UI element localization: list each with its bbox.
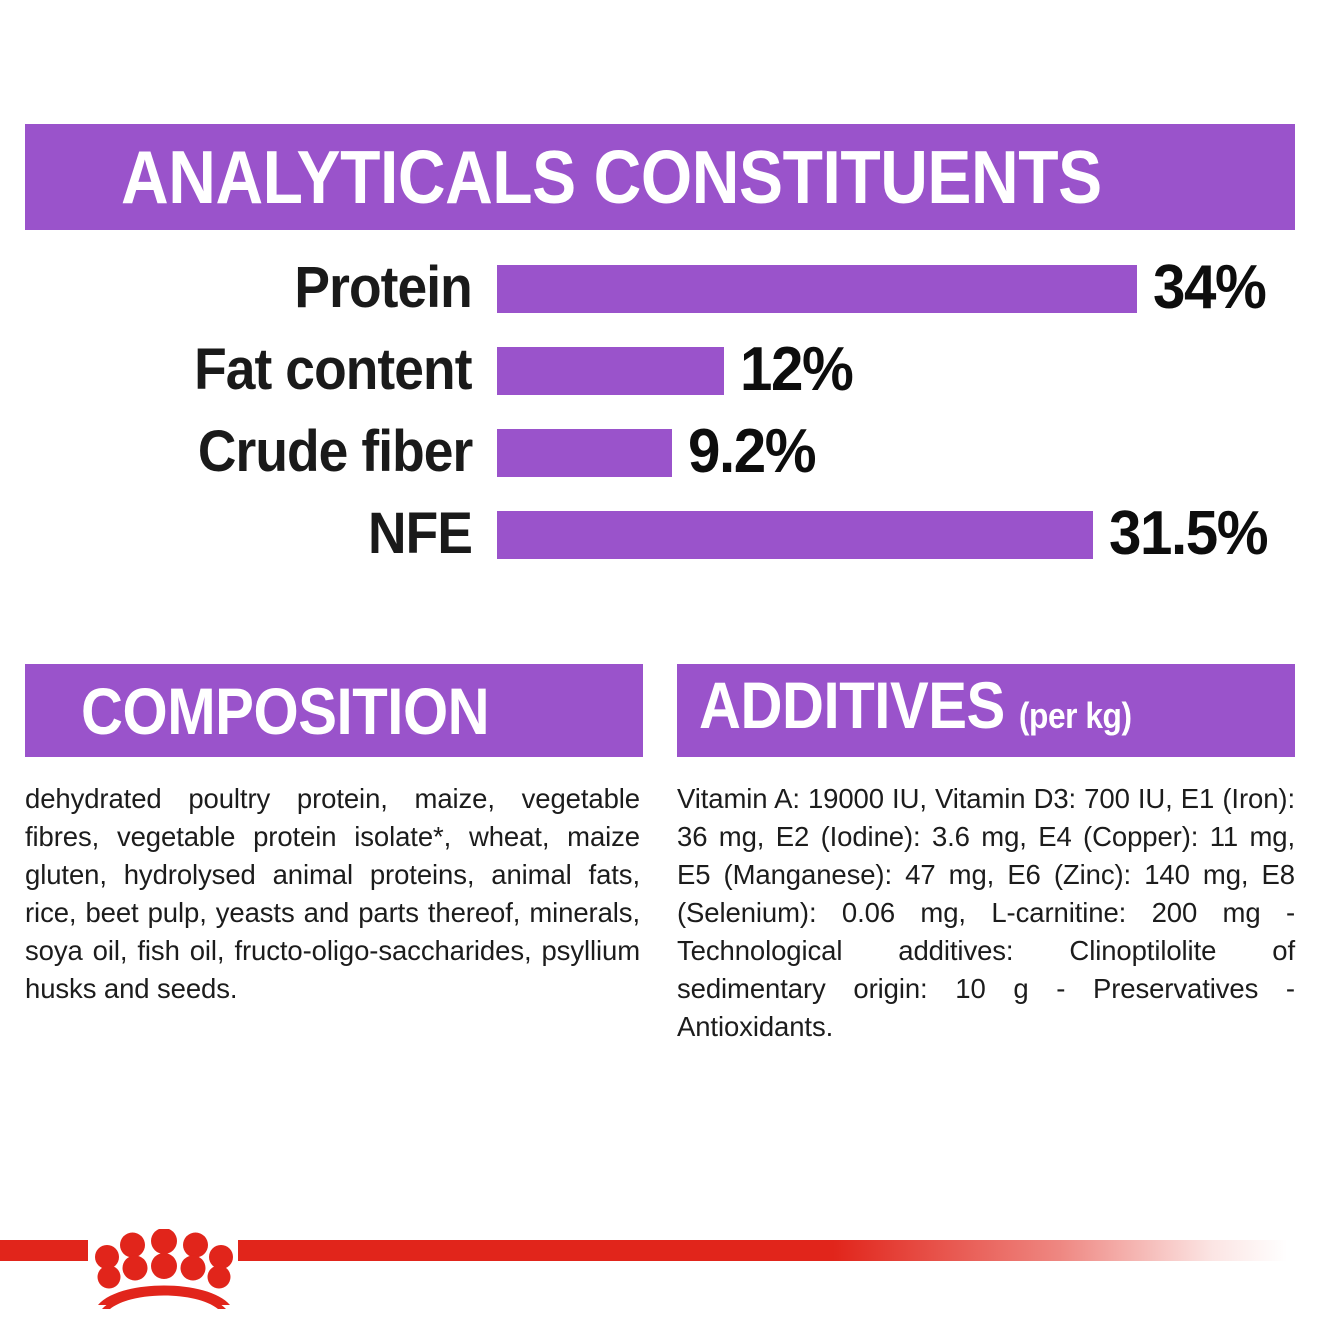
bar-value-fat-content: 12% <box>740 335 854 404</box>
composition-body-text: dehydrated poultry protein, maize, veget… <box>25 783 640 1004</box>
bar-track-nfe <box>497 511 1093 559</box>
bar-fill-crude-fiber <box>497 429 672 477</box>
bar-track-fat-content <box>497 347 724 395</box>
table-row: NFE 31.5% <box>0 499 1320 568</box>
additives-header-subtitle: (per kg) <box>1018 695 1132 736</box>
bar-value-protein: 34% <box>1153 253 1267 322</box>
footer-rule-left <box>0 1240 88 1261</box>
bar-fill-nfe <box>497 511 1093 559</box>
bar-track-protein <box>497 265 1137 313</box>
bar-label-protein: Protein <box>294 255 473 320</box>
table-row: Fat content 12% <box>0 335 1320 404</box>
additives-body-text: Vitamin A: 19000 IU, Vitamin D3: 700 IU,… <box>677 783 1295 1042</box>
footer <box>0 1229 1320 1320</box>
bar-value-nfe: 31.5% <box>1109 499 1269 568</box>
bar-label-crude-fiber: Crude fiber <box>197 419 472 484</box>
analyticals-header-title: ANALYTICALS CONSTITUENTS <box>121 134 1102 219</box>
bar-label-fat-content: Fat content <box>194 337 473 402</box>
bar-track-crude-fiber <box>497 429 672 477</box>
analyticals-bar-chart: Protein 34% Fat content 12% Crude fiber … <box>0 253 1320 588</box>
analyticals-header-band: ANALYTICALS CONSTITUENTS <box>25 124 1295 230</box>
bar-fill-fat-content <box>497 347 724 395</box>
royal-canin-crown-icon <box>95 1229 233 1309</box>
additives-header-title-group: ADDITIVES (per kg) <box>699 672 1132 749</box>
additives-header-title: ADDITIVES <box>699 668 1005 742</box>
bar-label-nfe: NFE <box>368 501 473 566</box>
bar-fill-protein <box>497 265 1137 313</box>
table-row: Crude fiber 9.2% <box>0 417 1320 486</box>
table-row: Protein 34% <box>0 253 1320 322</box>
composition-header-title: COMPOSITION <box>81 673 490 748</box>
composition-header-band: COMPOSITION <box>25 664 643 757</box>
footer-rule-right <box>238 1240 1320 1261</box>
additives-header-band: ADDITIVES (per kg) <box>677 664 1295 757</box>
bar-value-crude-fiber: 9.2% <box>688 417 817 486</box>
